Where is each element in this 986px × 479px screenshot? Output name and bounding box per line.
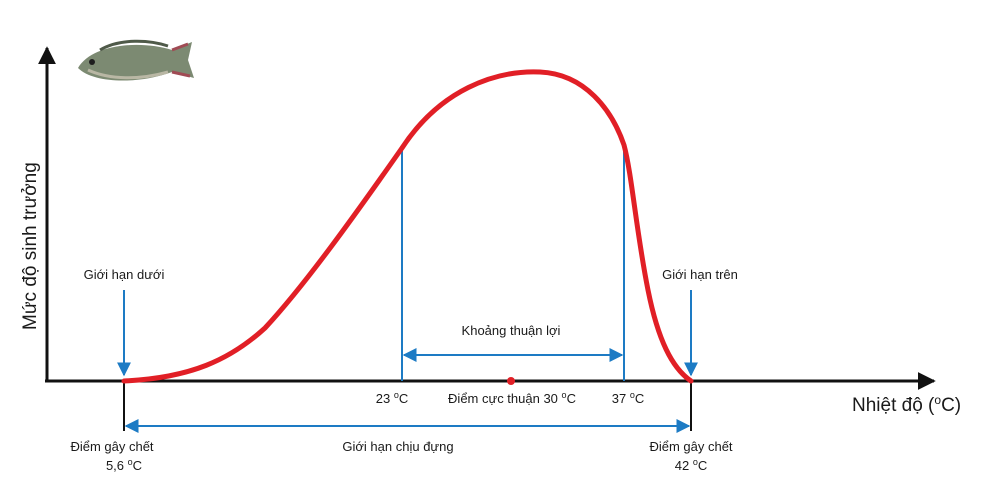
t23-label: 23 oC [376, 390, 409, 406]
optimum-dot [507, 377, 515, 385]
fish-icon [78, 39, 194, 81]
tolerance-limit-label: Giới hạn chịu đựng [342, 439, 453, 454]
death-point-right-title: Điểm gây chết [649, 439, 732, 454]
y-axis-label: Mức độ sinh trưởng [20, 162, 41, 330]
t37-label: 37 oC [612, 390, 645, 406]
growth-curve [121, 69, 694, 384]
x-axis-label: Nhiệt độ (oC) [852, 393, 961, 416]
optimum-label: Điểm cực thuận 30 oC [448, 390, 576, 406]
death-point-right-value: 42 oC [675, 457, 708, 473]
death-point-left-title: Điểm gây chết [70, 439, 153, 454]
lower-limit-label: Giới hạn dưới [84, 267, 165, 282]
death-point-left-value: 5,6 oC [106, 457, 142, 473]
favorable-range-label: Khoảng thuận lợi [462, 323, 561, 338]
upper-limit-label: Giới hạn trên [662, 267, 738, 282]
